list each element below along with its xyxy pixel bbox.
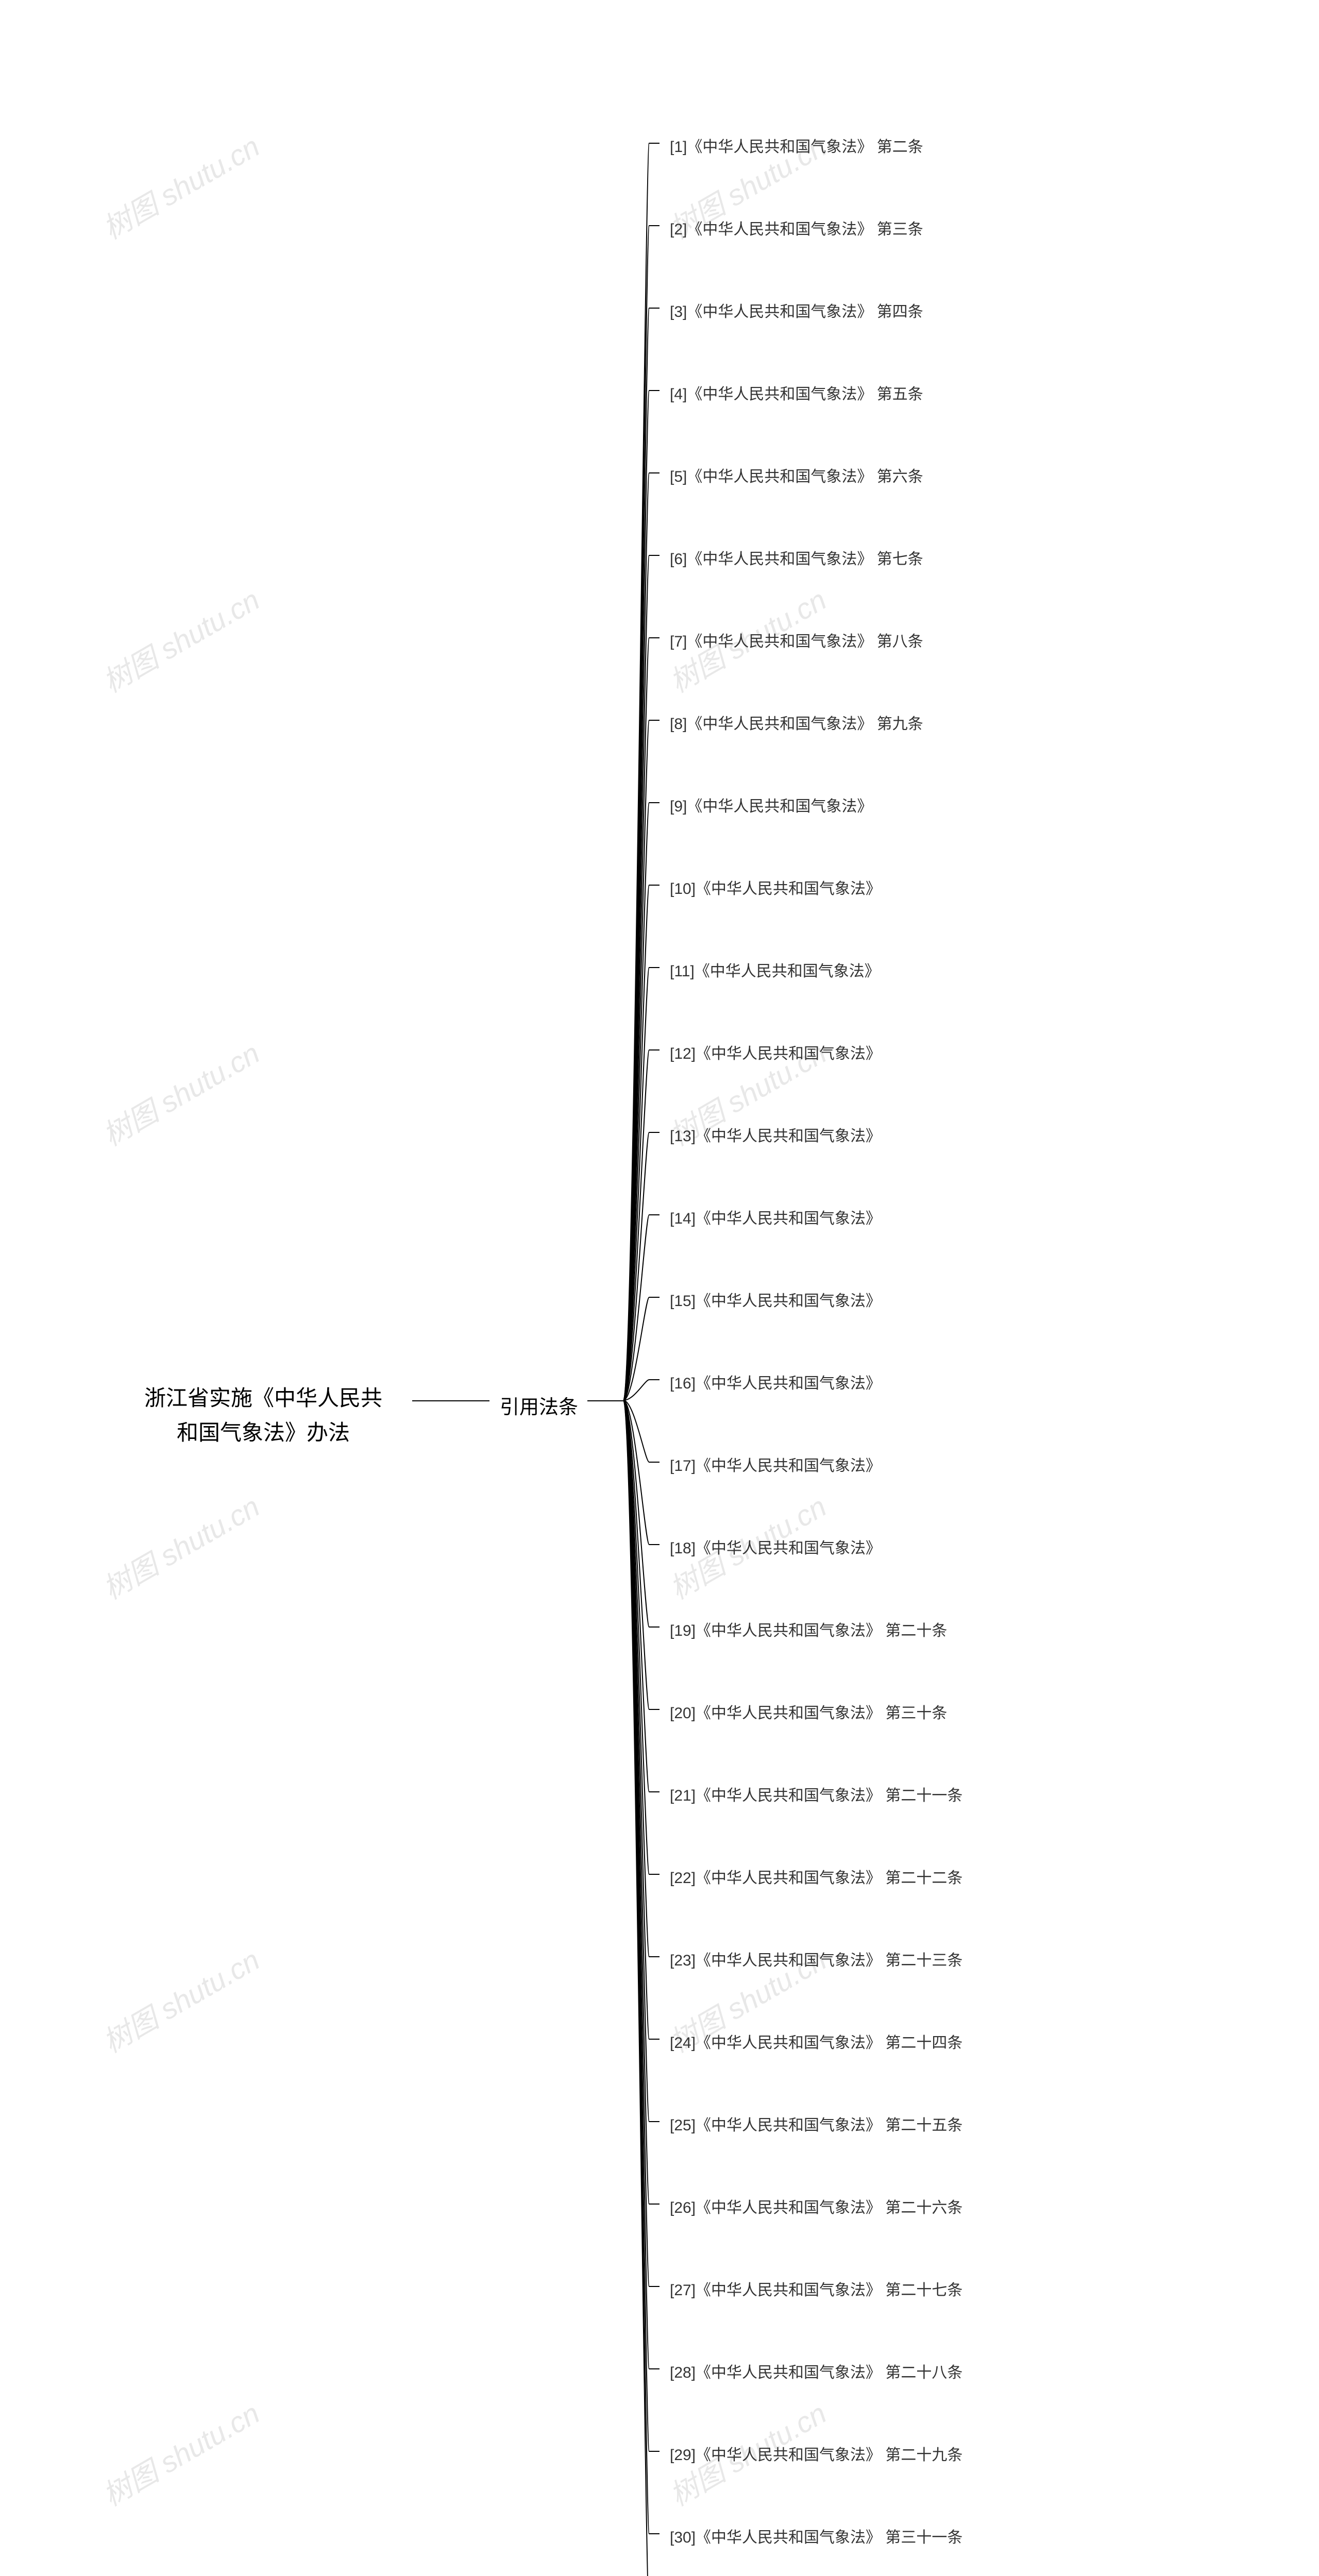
leaf-node: [15]《中华人民共和国气象法》: [670, 1288, 881, 1311]
watermark: 树图 shutu.cn: [94, 578, 266, 701]
leaf-node: [19]《中华人民共和国气象法》 第二十条: [670, 1618, 947, 1640]
watermark: 树图 shutu.cn: [94, 1031, 266, 1155]
leaf-node: [26]《中华人民共和国气象法》 第二十六条: [670, 2195, 962, 2217]
leaf-node: [22]《中华人民共和国气象法》 第二十二条: [670, 1865, 962, 1888]
leaf-node: [10]《中华人民共和国气象法》: [670, 876, 881, 899]
leaf-node: [5]《中华人民共和国气象法》 第六条: [670, 464, 923, 486]
connector-mid-branch: [587, 1400, 623, 1401]
root-label-line1: 浙江省实施《中华人民共: [144, 1386, 382, 1410]
leaf-node: [3]《中华人民共和国气象法》 第四条: [670, 299, 923, 321]
branch-curves: [623, 129, 660, 2576]
leaf-node: [30]《中华人民共和国气象法》 第三十一条: [670, 2524, 962, 2547]
leaf-node: [9]《中华人民共和国气象法》: [670, 793, 872, 816]
leaf-node: [8]《中华人民共和国气象法》 第九条: [670, 711, 923, 734]
root-label-line2: 和国气象法》办法: [177, 1420, 350, 1445]
leaf-node: [2]《中华人民共和国气象法》 第三条: [670, 216, 923, 239]
mindmap-canvas: 树图 shutu.cn 树图 shutu.cn 树图 shutu.cn 树图 shut…: [0, 0, 1319, 2576]
leaf-node: [23]《中华人民共和国气象法》 第二十三条: [670, 1947, 962, 1970]
leaf-node: [27]《中华人民共和国气象法》 第二十七条: [670, 2277, 962, 2300]
root-node: 浙江省实施《中华人民共 和国气象法》办法: [144, 1381, 382, 1450]
leaf-node: [16]《中华人民共和国气象法》: [670, 1370, 881, 1393]
leaf-node: [12]《中华人民共和国气象法》: [670, 1041, 881, 1063]
leaf-node: [6]《中华人民共和国气象法》 第七条: [670, 546, 923, 569]
watermark: 树图 shutu.cn: [94, 1938, 266, 2061]
watermark: 树图 shutu.cn: [94, 124, 266, 248]
mid-node: 引用法条: [500, 1391, 578, 1419]
leaf-node: [7]《中华人民共和国气象法》 第八条: [670, 629, 923, 651]
watermark: 树图 shutu.cn: [94, 2391, 266, 2515]
leaf-node: [17]《中华人民共和国气象法》: [670, 1453, 881, 1476]
leaf-node: [14]《中华人民共和国气象法》: [670, 1206, 881, 1228]
leaf-node: [13]《中华人民共和国气象法》: [670, 1123, 881, 1146]
leaf-node: [25]《中华人民共和国气象法》 第二十五条: [670, 2112, 962, 2135]
leaf-node: [4]《中华人民共和国气象法》 第五条: [670, 381, 923, 404]
leaf-node: [29]《中华人民共和国气象法》 第二十九条: [670, 2442, 962, 2465]
leaf-node: [28]《中华人民共和国气象法》 第二十八条: [670, 2360, 962, 2382]
mid-label: 引用法条: [500, 1397, 578, 1418]
leaf-node: [11]《中华人民共和国气象法》: [670, 958, 880, 981]
watermark: 树图 shutu.cn: [94, 1484, 266, 1608]
connector-root-mid: [412, 1400, 489, 1401]
leaf-node: [1]《中华人民共和国气象法》 第二条: [670, 134, 923, 157]
leaf-node: [24]《中华人民共和国气象法》 第二十四条: [670, 2030, 962, 2053]
leaf-node: [20]《中华人民共和国气象法》 第三十条: [670, 1700, 947, 1723]
leaf-node: [18]《中华人民共和国气象法》: [670, 1535, 881, 1558]
leaf-node: [21]《中华人民共和国气象法》 第二十一条: [670, 1783, 962, 1805]
